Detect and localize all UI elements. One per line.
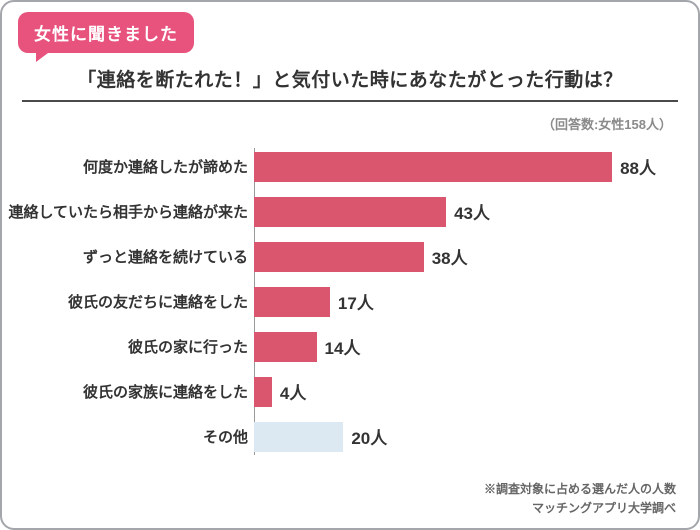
value-label: 88人 bbox=[620, 159, 656, 178]
bar-track: 14人 bbox=[254, 324, 656, 369]
bar-track: 43人 bbox=[254, 189, 656, 234]
footnote-line1: ※調査対象に占める選んだ人の人数 bbox=[483, 481, 676, 496]
chart-row: その他 20人 bbox=[2, 414, 698, 459]
category-label: 連絡していたら相手から連絡が来た bbox=[8, 204, 248, 221]
category-label: 彼氏の友だちに連絡をした bbox=[67, 294, 248, 311]
bar bbox=[254, 151, 613, 182]
footnote-line2: マッチングアプリ大学調べ bbox=[531, 500, 676, 515]
category-label: 彼氏の家族に連絡をした bbox=[82, 384, 248, 401]
response-count-note: （回答数:女性158人） bbox=[541, 117, 672, 132]
bar bbox=[254, 196, 447, 227]
value-label: 4人 bbox=[279, 384, 307, 403]
chart-row: 連絡していたら相手から連絡が来た 43人 bbox=[2, 189, 698, 234]
category-label: 何度か連絡したが諦めた bbox=[82, 159, 248, 176]
bar-track: 4人 bbox=[254, 369, 656, 414]
chart-title: 「連絡を断たれた！」と気付いた時にあなたがとった行動は？ bbox=[77, 70, 623, 91]
value-label: 17人 bbox=[337, 294, 374, 313]
bar bbox=[254, 286, 330, 317]
chart-rows: 何度か連絡したが諦めた 88人連絡していたら相手から連絡が来た 43人ずっと連絡を続… bbox=[2, 144, 698, 459]
chart-row: 彼氏の家族に連絡をした 4人 bbox=[2, 369, 698, 414]
bar-chart: 何度か連絡したが諦めた 88人連絡していたら相手から連絡が来た 43人ずっと連絡を続… bbox=[2, 144, 698, 459]
category-label: 彼氏の家に行った bbox=[127, 339, 248, 356]
category-label: その他 bbox=[202, 429, 248, 446]
bar bbox=[254, 421, 344, 452]
bar-track: 38人 bbox=[254, 234, 656, 279]
bar-track: 17人 bbox=[254, 279, 656, 324]
badge-label: 女性に聞きました bbox=[34, 25, 178, 44]
chart-row: ずっと連絡を続けている 38人 bbox=[2, 234, 698, 279]
value-label: 38人 bbox=[431, 249, 468, 268]
bar bbox=[254, 241, 424, 272]
bar bbox=[254, 331, 317, 362]
category-label: ずっと連絡を続けている bbox=[82, 249, 248, 266]
survey-badge: 女性に聞きました bbox=[18, 12, 194, 62]
badge-speech-tail bbox=[36, 50, 52, 62]
chart-row: 彼氏の家に行った 14人 bbox=[2, 324, 698, 369]
value-label: 14人 bbox=[324, 339, 361, 358]
chart-row: 何度か連絡したが諦めた 88人 bbox=[2, 144, 698, 189]
value-label: 43人 bbox=[454, 204, 490, 223]
value-label: 20人 bbox=[351, 429, 388, 448]
title-divider bbox=[22, 100, 678, 102]
bar bbox=[254, 376, 272, 407]
chart-row: 彼氏の友だちに連絡をした 17人 bbox=[2, 279, 698, 324]
bar-track: 88人 bbox=[254, 144, 656, 189]
footnote: ※調査対象に占める選んだ人の人数 マッチングアプリ大学調べ bbox=[484, 480, 676, 518]
bar-track: 20人 bbox=[254, 414, 656, 459]
